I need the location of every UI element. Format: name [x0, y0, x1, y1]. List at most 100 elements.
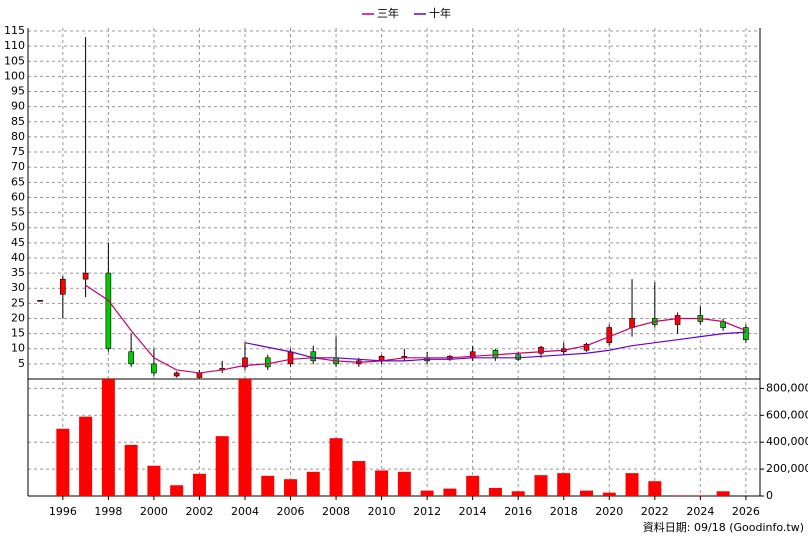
volume-bar: [101, 379, 115, 496]
x-tick-label: 2010: [368, 505, 396, 518]
y-tick-label: 95: [11, 85, 25, 98]
candle-body: [173, 372, 180, 377]
volume-bar: [443, 488, 457, 496]
x-tick-label: 2008: [322, 505, 350, 518]
candle-body: [82, 272, 89, 280]
volume-bar: [488, 487, 502, 496]
volume-bar: [329, 438, 343, 496]
y-tick-label: 30: [11, 281, 25, 294]
volume-bar: [352, 461, 366, 496]
y-tick-label: 60: [11, 190, 25, 203]
volume-bar: [625, 473, 639, 496]
y-tick-label: 35: [11, 266, 25, 279]
x-tick-label: 1996: [49, 505, 77, 518]
y-tick-label: 40: [11, 251, 25, 264]
candle-body: [242, 357, 248, 368]
candle-body: [287, 351, 294, 365]
candle-body: [60, 278, 66, 295]
candle-body: [515, 354, 522, 360]
ma-line: [85, 284, 747, 374]
y-tick-label: 70: [11, 160, 25, 173]
volume-bar: [420, 490, 434, 496]
x-tick-label: 2004: [231, 505, 259, 518]
x-tick-label: 2006: [277, 505, 305, 518]
legend-label: 三年: [377, 6, 399, 20]
x-tick-label: 2000: [140, 505, 168, 518]
candle-body: [196, 372, 203, 378]
x-tick-label: 2018: [550, 505, 578, 518]
volume-bar: [557, 473, 571, 496]
x-tick-label: 2020: [595, 505, 623, 518]
y-tick-label: 20: [11, 311, 25, 324]
candle-body: [743, 327, 749, 340]
x-tick-label: 1998: [94, 505, 122, 518]
volume-bar: [648, 481, 662, 496]
candle-body: [606, 327, 613, 343]
volume-bar: [602, 492, 616, 496]
volume-bar: [284, 479, 298, 496]
volume-bar: [466, 475, 480, 496]
candle-body: [310, 351, 317, 362]
y-tick-label: 80: [11, 130, 25, 143]
volume-bar: [397, 471, 411, 496]
y-tick-label: 65: [11, 175, 25, 188]
candle-body: [583, 343, 590, 351]
volume-bar: [580, 490, 594, 496]
y-tick-label: 100: [4, 69, 25, 82]
y2-tick-label: 0: [766, 489, 773, 502]
x-tick-label: 2016: [504, 505, 532, 518]
note: 資料日期: 09/18 (Goodinfo.tw): [643, 520, 804, 534]
candle-body: [105, 272, 112, 350]
volume-bar: [306, 471, 320, 496]
candle-body: [264, 357, 271, 368]
y2-tick-label: 200,000: [766, 462, 808, 475]
y-tick-label: 25: [11, 296, 25, 309]
ma-line: [244, 331, 746, 362]
x-tick-label: 2022: [641, 505, 669, 518]
volume-bar: [238, 379, 252, 496]
volume-bar: [147, 465, 161, 496]
y-tick-label: 90: [11, 100, 25, 113]
y-tick-label: 110: [4, 39, 25, 52]
y-tick-label: 115: [4, 24, 25, 37]
volume-bar: [375, 470, 389, 496]
y-tick-label: 85: [11, 115, 25, 128]
volume-bar: [192, 473, 206, 496]
y-tick-label: 5: [18, 357, 25, 370]
volume-bar: [671, 495, 685, 496]
candle-body: [151, 363, 157, 374]
x-tick-label: 2012: [413, 505, 441, 518]
x-tick-label: 2026: [732, 505, 760, 518]
y-tick-label: 10: [11, 342, 25, 355]
volume-bar: [534, 475, 548, 496]
candle-body: [674, 315, 681, 325]
candle-body: [37, 300, 43, 302]
candle-body: [492, 349, 499, 359]
y-tick-label: 50: [11, 221, 25, 234]
volume-bar: [170, 485, 184, 496]
candle-body: [128, 351, 134, 365]
y2-tick-label: 400,000: [766, 435, 808, 448]
candle-body: [538, 346, 544, 354]
y-tick-label: 75: [11, 145, 25, 158]
y-tick-label: 55: [11, 206, 25, 219]
volume-bar: [693, 495, 707, 496]
volume-bar: [79, 416, 93, 496]
y-tick-label: 45: [11, 236, 25, 249]
volume-bar: [716, 491, 730, 496]
y2-tick-label: 800,000: [766, 381, 808, 394]
volume-bar: [124, 444, 138, 496]
x-tick-label: 2024: [686, 505, 714, 518]
x-tick-label: 2002: [185, 505, 213, 518]
candle-body: [629, 318, 635, 328]
volume-bar: [511, 491, 525, 496]
x-tick-label: 2014: [459, 505, 487, 518]
volume-bar: [56, 428, 70, 496]
legend-label: 十年: [429, 6, 451, 20]
y-tick-label: 15: [11, 327, 25, 340]
y2-tick-label: 600,000: [766, 408, 808, 421]
volume-bar: [215, 436, 229, 496]
volume-bar: [261, 475, 275, 496]
